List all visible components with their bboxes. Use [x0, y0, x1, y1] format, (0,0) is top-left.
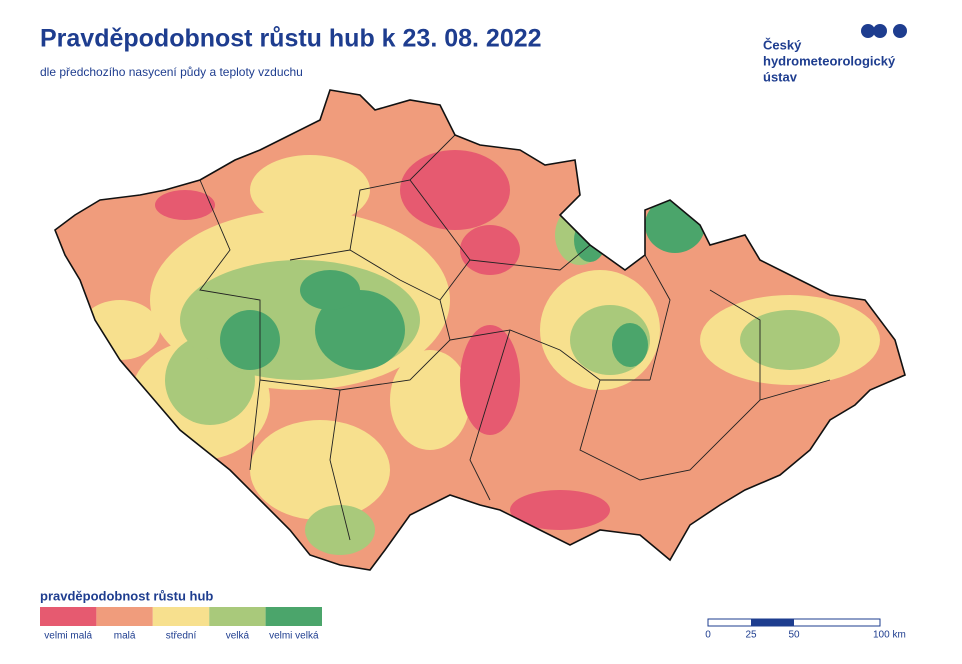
- map-zone: [612, 323, 648, 367]
- legend-swatch: [265, 607, 322, 626]
- map-zone: [460, 325, 520, 435]
- scale-label: 100 km: [873, 630, 906, 641]
- map-zone: [300, 270, 360, 310]
- scale-label: 0: [705, 630, 711, 641]
- legend-swatch: [40, 607, 97, 626]
- logo-dot: [893, 24, 907, 38]
- logo: Český hydrometeorologický ústav: [763, 24, 907, 84]
- logo-text: ústav: [763, 69, 798, 84]
- map-zone: [250, 420, 390, 520]
- legend-label: velká: [226, 631, 250, 642]
- legend-label: velmi malá: [44, 631, 92, 642]
- legend-swatch: [96, 607, 153, 626]
- scale-label: 50: [788, 630, 800, 641]
- logo-dot: [873, 24, 887, 38]
- map-zone: [155, 190, 215, 220]
- legend-swatch: [209, 607, 266, 626]
- scale-bar: 0 25 50 100 km: [705, 618, 906, 641]
- district-borders: [199, 134, 831, 541]
- logo-text: hydrometeorologický: [763, 53, 896, 68]
- map-zone: [80, 300, 160, 360]
- logo-dot: [861, 24, 875, 38]
- legend-title: pravděpodobnost růstu hub: [40, 588, 213, 603]
- legend-label: střední: [166, 631, 197, 642]
- map-zone: [250, 155, 370, 225]
- map-zone: [574, 218, 606, 262]
- scale-label: 25: [745, 630, 757, 641]
- legend-swatch: [152, 607, 210, 626]
- map-zone: [400, 150, 510, 230]
- legend-label: malá: [114, 631, 136, 642]
- map-zone: [740, 310, 840, 370]
- subtitle: dle předchozího nasycení půdy a teploty …: [40, 65, 303, 79]
- map-zone: [510, 490, 610, 530]
- scale-bar-segment: [751, 619, 794, 626]
- map-zone: [305, 505, 375, 555]
- map-zone: [390, 350, 470, 450]
- map-zone: [315, 290, 405, 370]
- logo-text: Český: [763, 37, 802, 52]
- map-zones: [80, 150, 880, 555]
- map-zone: [645, 197, 705, 253]
- map-zone: [460, 225, 520, 275]
- map-zone: [220, 310, 280, 370]
- legend-label: velmi velká: [269, 631, 319, 642]
- legend: velmi malá malá střední velká velmi velká: [40, 607, 322, 642]
- title: Pravděpodobnost růstu hub k 23. 08. 2022: [40, 25, 542, 53]
